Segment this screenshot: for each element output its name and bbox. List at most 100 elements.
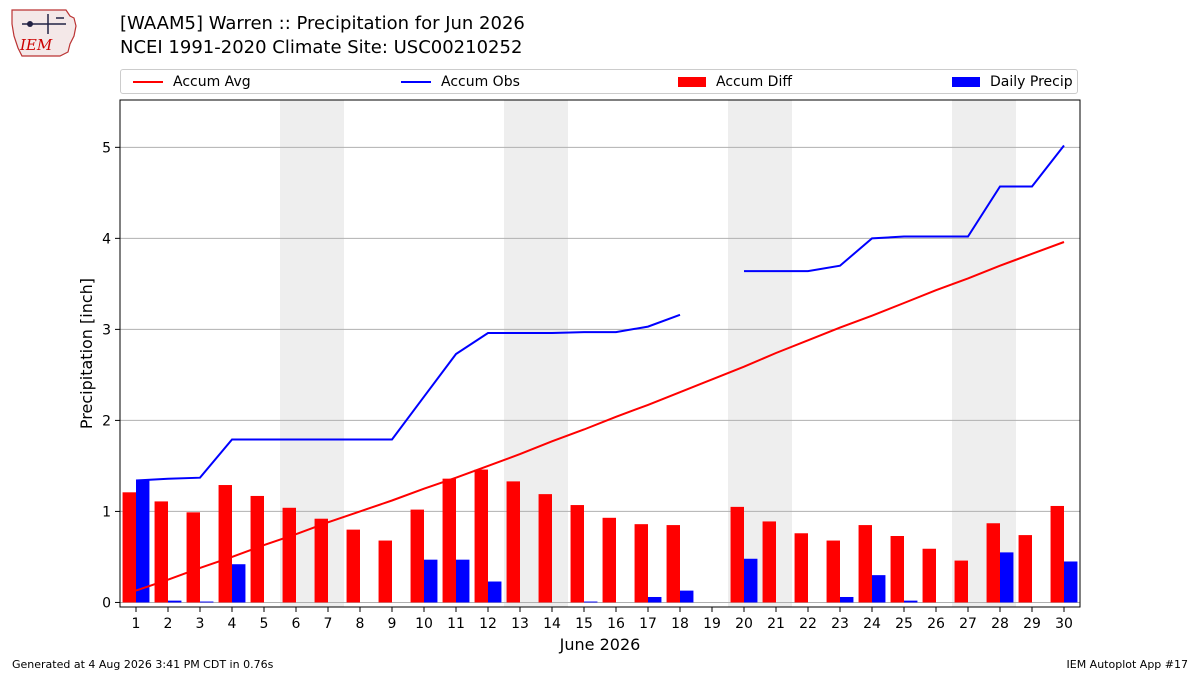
weekend-shade [952,100,1016,607]
accum-diff-bar [122,492,136,603]
accum-diff-bar [890,536,904,603]
daily-precip-bar [200,601,214,603]
x-tick-label: 29 [1023,616,1041,632]
accum-diff-bar [346,529,360,603]
accum-diff-bar [826,540,840,603]
x-tick-label: 5 [260,616,269,632]
legend: Accum Avg Accum Obs Accum Diff Daily Pre… [120,69,1078,94]
daily-precip-bar [744,558,758,603]
x-tick-label: 11 [447,616,465,632]
accum-diff-bar [666,525,680,603]
x-tick-label: 10 [415,616,433,632]
accum-diff-bar [922,548,936,603]
accum-diff-bar [474,469,488,603]
legend-swatch [952,77,980,87]
accum-diff-bar [1018,535,1032,603]
x-tick-label: 3 [196,616,205,632]
daily-precip-bar [488,581,502,603]
iem-logo: IEM [11,9,77,57]
y-tick-label: 2 [102,413,111,429]
daily-precip-bar [1000,552,1014,603]
y-tick-label: 1 [102,504,111,520]
daily-precip-bar [648,596,662,603]
x-tick-label: 25 [895,616,913,632]
x-tick-label: 16 [607,616,625,632]
x-tick-label: 17 [639,616,657,632]
legend-swatch [133,81,163,83]
accum-diff-bar [634,524,648,603]
legend-label: Accum Avg [173,74,251,90]
x-tick-label: 6 [292,616,301,632]
y-tick-label: 3 [102,322,111,338]
legend-label: Daily Precip [990,74,1073,90]
x-tick-label: 28 [991,616,1009,632]
x-tick-label: 15 [575,616,593,632]
accum-avg-line [135,241,1065,592]
daily-precip-bar [232,564,246,603]
app-label: IEM Autoplot App #17 [1066,658,1189,671]
accum-diff-bar [314,518,328,603]
y-axis-label: Precipitation [inch] [77,278,96,429]
x-tick-label: 20 [735,616,753,632]
accum-diff-bar [154,501,168,603]
daily-precip-bar [904,600,918,603]
accum-diff-bar [570,505,584,603]
x-tick-label: 4 [228,616,237,632]
x-tick-label: 30 [1055,616,1073,632]
legend-item-accum-diff: Accum Diff [678,73,792,91]
accum-obs-line [135,144,1065,482]
x-tick-label: 8 [356,616,365,632]
x-axis-label: June 2026 [559,635,641,654]
accum-diff-bar [378,540,392,603]
x-tick-label: 13 [511,616,529,632]
daily-precip-bar [424,559,438,603]
accum-diff-bar [410,509,424,603]
accum-diff-bar [858,525,872,603]
legend-item-daily-precip: Daily Precip [952,73,1073,91]
accum-diff-bar [1050,505,1064,603]
x-tick-label: 9 [388,616,397,632]
accum-diff-bar [186,512,200,603]
x-tick-label: 1 [132,616,141,632]
accum-diff-bar [250,495,264,603]
x-tick-label: 12 [479,616,497,632]
daily-precip-bar [680,590,694,603]
logo-text: IEM [19,36,53,54]
daily-precip-bar [872,575,886,603]
accum-diff-bar [794,533,808,603]
x-tick-label: 23 [831,616,849,632]
x-tick-label: 21 [767,616,785,632]
daily-precip-bar [1064,561,1078,603]
accum-diff-bar [954,560,968,603]
x-tick-label: 27 [959,616,977,632]
x-tick-label: 26 [927,616,945,632]
accum-diff-bar [442,478,456,603]
accum-diff-bar [602,517,616,603]
accum-diff-bar [506,481,520,603]
chart-title: [WAAM5] Warren :: Precipitation for Jun … [120,13,525,34]
x-tick-label: 24 [863,616,881,632]
accum-diff-bar [986,523,1000,603]
accum-diff-bar [218,485,232,603]
accum-diff-bar [730,506,744,603]
chart-subtitle: NCEI 1991-2020 Climate Site: USC00210252 [120,37,523,58]
daily-precip-bar [840,596,854,603]
x-tick-label: 19 [703,616,721,632]
x-tick-label: 7 [324,616,333,632]
generated-timestamp: Generated at 4 Aug 2026 3:41 PM CDT in 0… [12,658,274,671]
legend-item-accum-obs: Accum Obs [401,73,520,91]
legend-swatch [401,81,431,83]
accum-diff-bar [282,507,296,603]
daily-precip-bar [168,600,182,603]
daily-precip-bar [456,559,470,603]
legend-label: Accum Diff [716,74,793,90]
legend-item-accum-avg: Accum Avg [133,73,251,91]
accum-diff-bar [538,494,552,603]
x-tick-label: 14 [543,616,561,632]
x-tick-label: 22 [799,616,817,632]
daily-precip-bar [136,480,150,603]
legend-swatch [678,77,706,87]
plot-frame [119,99,1081,608]
legend-label: Accum Obs [441,74,520,90]
